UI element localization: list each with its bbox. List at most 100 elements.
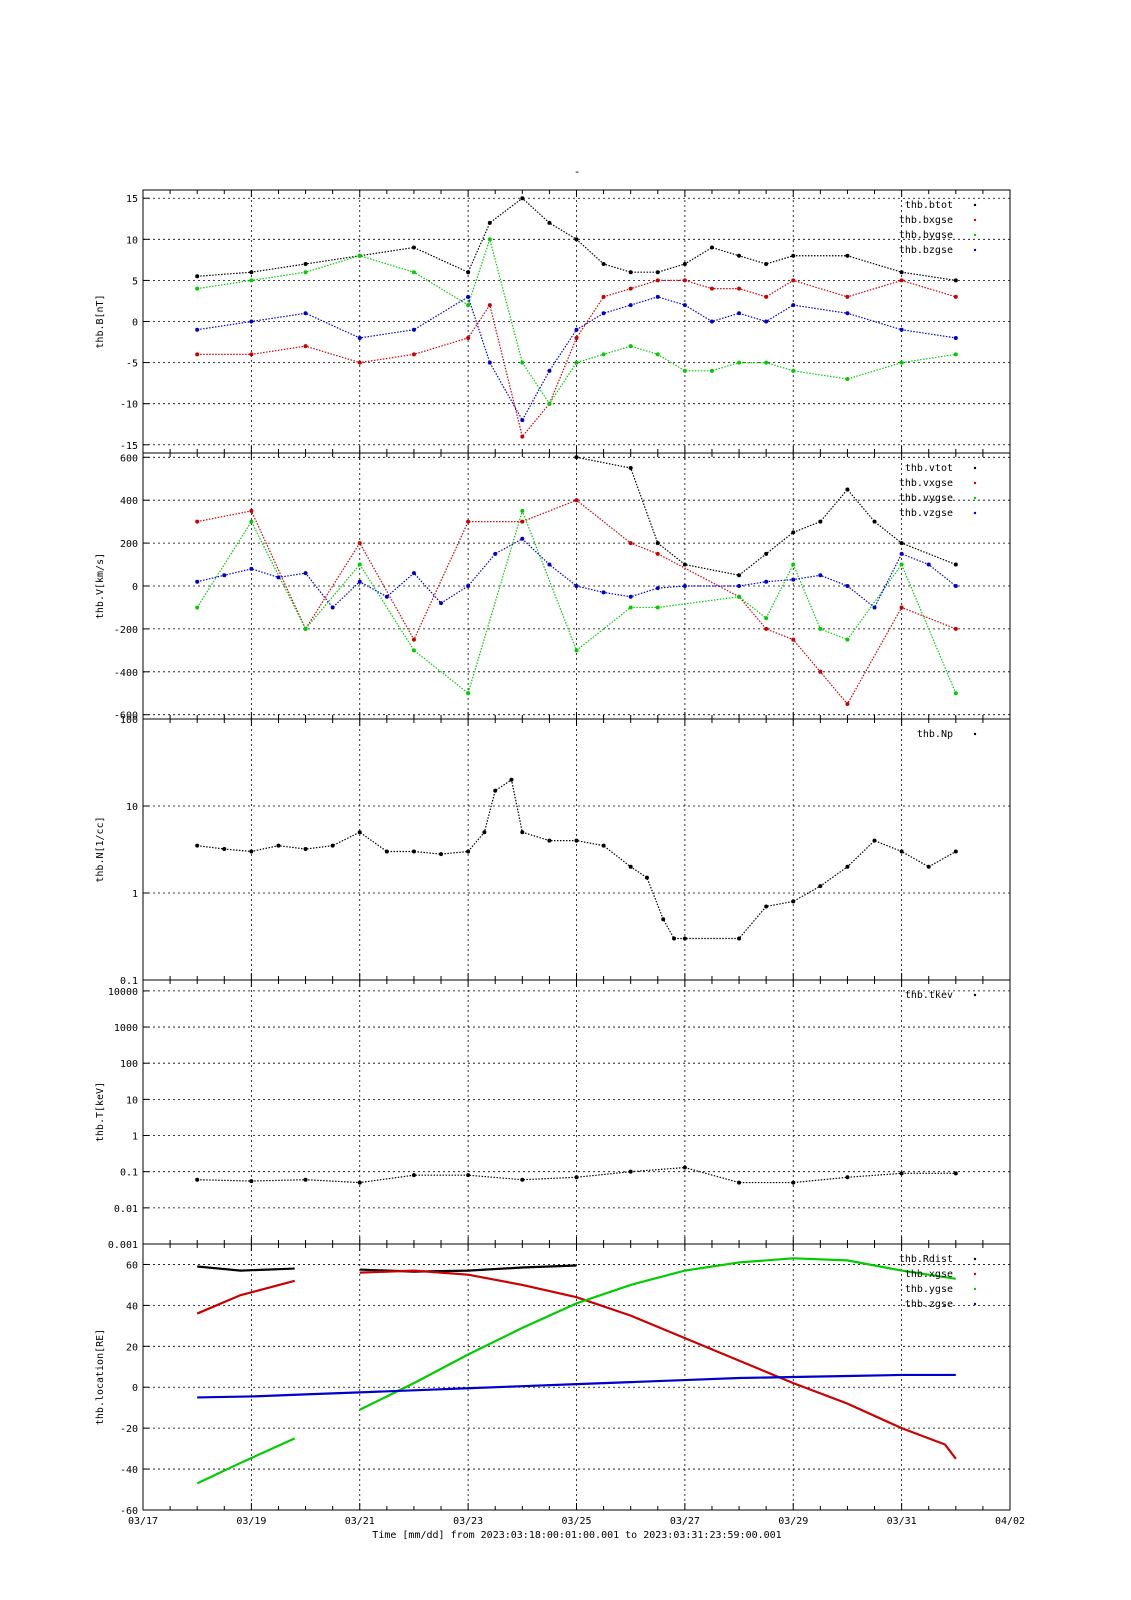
y-tick-label: -60 (120, 1506, 138, 1517)
data-point (303, 261, 308, 266)
y-tick-label: 1 (132, 889, 138, 900)
data-point (818, 573, 823, 578)
data-point (195, 286, 200, 291)
data-point (628, 270, 633, 275)
data-point (628, 605, 633, 610)
series-group (195, 1165, 958, 1185)
y-axis-label: thb.T[keV] (95, 1082, 106, 1142)
data-point (357, 1180, 362, 1185)
data-point (482, 830, 487, 835)
data-point (195, 327, 200, 332)
panel-4: 10000 1000 100 10 1 0.1 0.01 0.001 thb.T[keV] thb… (95, 979, 1011, 1251)
data-point (520, 508, 525, 513)
series-trace-thb.bxgse (197, 279, 956, 438)
x-axis: 03/17 03/19 03/21 03/23 03/25 03/27 03/29 03/31… (128, 1516, 1025, 1527)
data-point (953, 849, 958, 854)
data-point (411, 245, 416, 250)
data-point (791, 899, 796, 904)
legend-marker (973, 466, 977, 470)
data-point (791, 562, 796, 567)
data-point (411, 1173, 416, 1178)
data-point (249, 1179, 254, 1184)
data-point (411, 352, 416, 357)
data-point (764, 904, 769, 909)
data-point (574, 455, 579, 460)
x-axis-label: Time [mm/dd] from 2023:03:18:00:01:00.00… (372, 1530, 781, 1541)
y-axis-label: thb.V[km/s] (95, 553, 106, 619)
series-group (195, 777, 958, 941)
data-point (764, 616, 769, 621)
legend-label: thb.tkev (905, 990, 953, 1001)
legend-marker (973, 233, 977, 237)
data-point (845, 701, 850, 706)
data-point (195, 579, 200, 584)
data-point (953, 691, 958, 696)
data-point (411, 648, 416, 653)
data-point (249, 270, 254, 275)
data-point (195, 843, 200, 848)
x-tick-label: 03/29 (778, 1516, 808, 1527)
data-point (547, 368, 552, 373)
data-point (628, 864, 633, 869)
y-tick-label: 600 (120, 453, 138, 464)
data-point (737, 253, 742, 258)
data-point (845, 377, 850, 382)
legend-marker (973, 1287, 977, 1291)
data-point (872, 605, 877, 610)
legend-marker (973, 511, 977, 515)
legend-label: thb.xgse (905, 1269, 953, 1280)
data-point (791, 1180, 796, 1185)
y-tick-label: 0 (132, 1383, 138, 1394)
series-trace-thb.Np (197, 778, 957, 940)
data-point (574, 360, 579, 365)
data-point (953, 584, 958, 588)
data-point (628, 303, 633, 308)
data-point (487, 220, 492, 225)
legend-label: thb.ygse (905, 1284, 953, 1295)
legend-marker (973, 481, 977, 485)
data-point (195, 1177, 200, 1182)
data-point (655, 352, 660, 357)
legend-label: thb.Rdist (899, 1254, 953, 1265)
series-group (195, 196, 958, 439)
data-point (357, 335, 362, 340)
data-point (574, 237, 579, 242)
data-point (466, 1173, 471, 1178)
data-point (411, 849, 416, 854)
data-point (709, 286, 714, 291)
figure-title: - (574, 165, 581, 178)
x-tick-label: 03/17 (128, 1516, 158, 1527)
data-point (791, 577, 796, 582)
legend-label: thb.zgse (905, 1299, 953, 1310)
y-tick-label: -200 (114, 625, 138, 636)
data-point (764, 294, 769, 299)
data-point (574, 498, 579, 503)
series-line-thb.zgse (197, 1373, 956, 1399)
y-tick-label: 60 (126, 1260, 138, 1271)
y-tick-label: 10 (126, 802, 138, 813)
data-point (899, 849, 904, 854)
data-point (682, 261, 687, 266)
data-point (520, 536, 525, 541)
data-point (764, 551, 769, 556)
data-point (628, 344, 633, 349)
data-point (493, 551, 498, 556)
data-point (411, 327, 416, 332)
y-tick-label: 5 (132, 276, 138, 287)
y-tick-label: -15 (120, 441, 138, 452)
data-point (872, 838, 877, 843)
y-tick-label: 15 (126, 194, 138, 205)
data-point (466, 335, 471, 340)
data-point (547, 220, 552, 225)
legend-marker (973, 1257, 977, 1261)
data-point (655, 586, 660, 591)
legend-marker (973, 732, 977, 736)
data-point (845, 584, 850, 588)
data-point (509, 777, 514, 782)
data-point (737, 360, 742, 365)
y-tick-label: 200 (120, 539, 138, 550)
data-point (899, 541, 904, 546)
panel-1: 15 10 5 0 -5 -10 -15 thb.B[nT] thb.btot thb.bxgse… (95, 189, 1011, 454)
data-point (466, 584, 471, 588)
legend-marker (973, 248, 977, 252)
